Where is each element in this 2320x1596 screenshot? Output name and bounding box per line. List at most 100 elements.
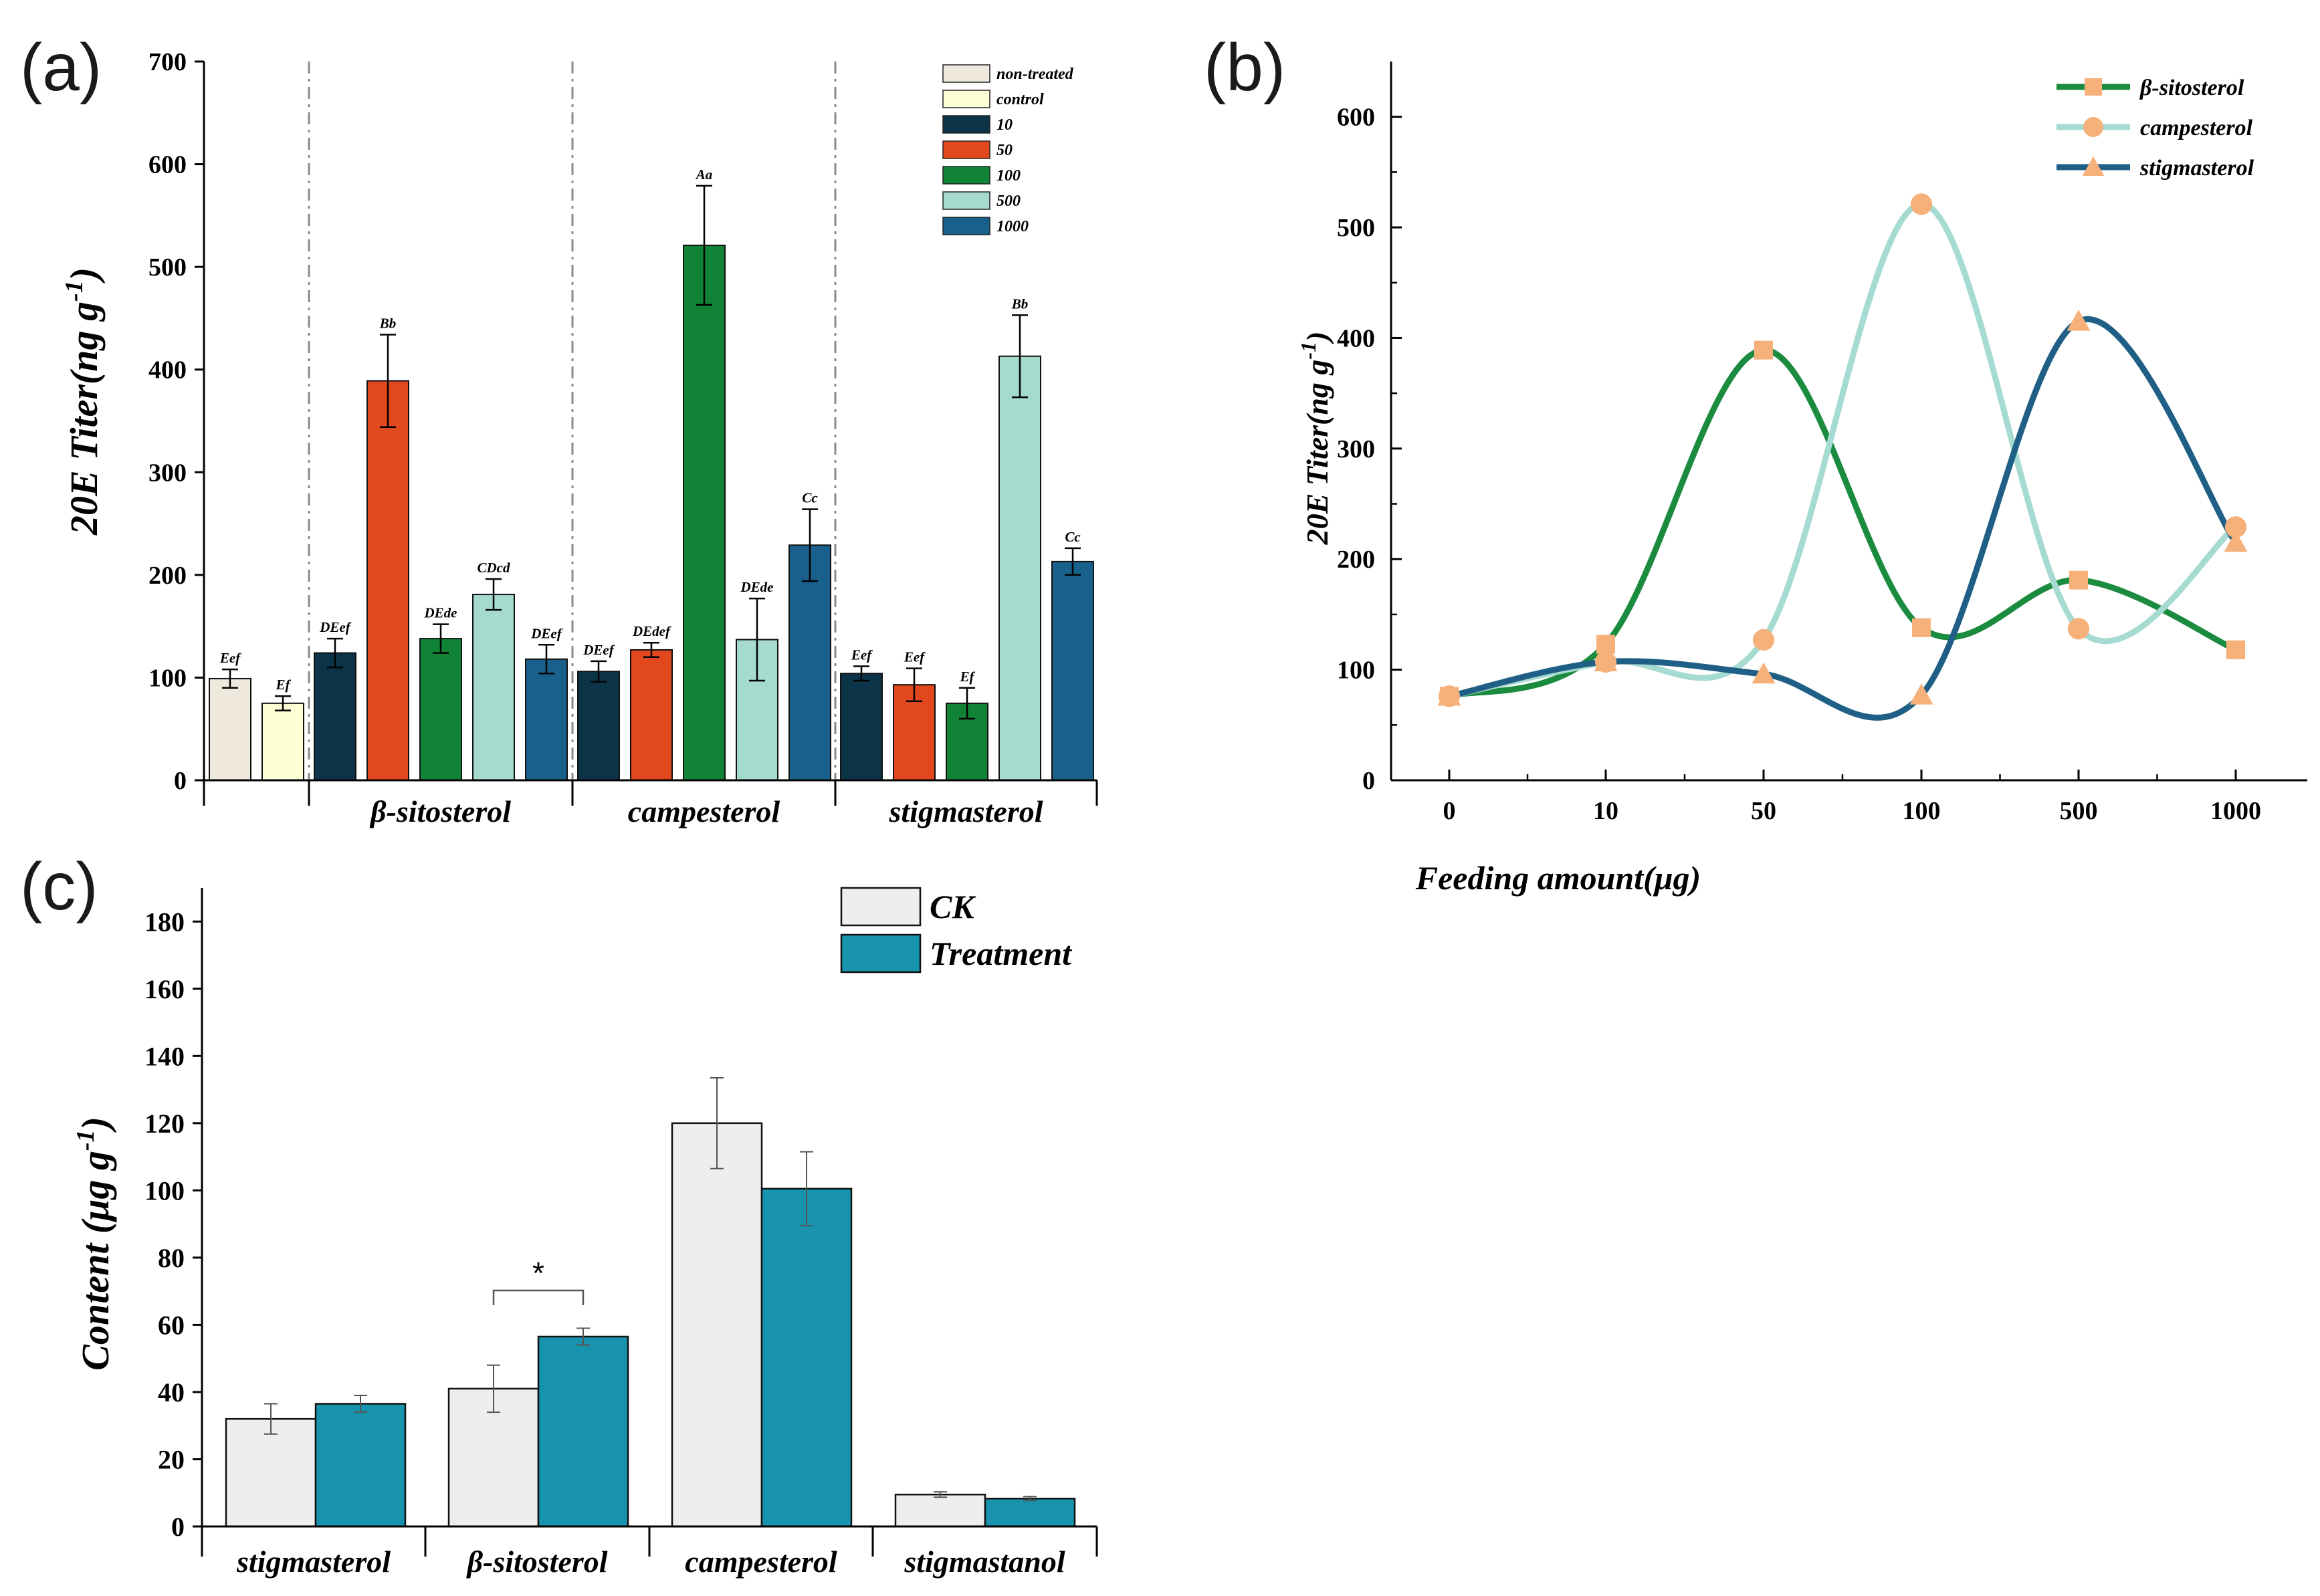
b-data-marker [1910, 193, 1933, 215]
b-y-tick-label: 200 [1337, 546, 1375, 574]
a-legend-swatch [942, 191, 990, 210]
c-bar [760, 1187, 853, 1528]
c-y-tick-label: 160 [144, 974, 185, 1004]
b-legend-label: campesterol [2140, 116, 2253, 140]
b-data-marker [2226, 640, 2245, 659]
b-x-tick-label: 100 [1903, 797, 1941, 825]
panel-a-bar-chart: Eef Ef DEef Bb DEde CDcd DEef DEef DEdef Aa DEde Cc… [60, 48, 1100, 828]
c-y-tick-label: 100 [144, 1175, 185, 1206]
b-data-marker [1909, 683, 1933, 705]
a-y-tick-label: 100 [148, 664, 187, 692]
a-group-labels: β-sitosterol campesterol stigmasterol [369, 794, 1043, 828]
b-y-tick-label: 300 [1337, 435, 1375, 463]
b-legend-marker [2082, 156, 2105, 176]
c-y-tick-label: 180 [144, 907, 185, 937]
c-category-label: stigmasterol [236, 1545, 391, 1579]
a-group-label: stigmasterol [888, 794, 1043, 828]
b-series-line [1446, 201, 2239, 699]
a-axes [203, 62, 1098, 806]
a-bar [366, 380, 409, 781]
a-legend-label: non-treated [996, 66, 1074, 83]
a-significance-label: DEde [740, 579, 774, 595]
b-data-marker [1437, 684, 1461, 706]
a-bars [209, 244, 1094, 782]
b-data-marker [1752, 629, 1775, 651]
c-bracket-line [492, 1289, 585, 1305]
b-data-marker [1752, 662, 1776, 684]
b-x-ticks: 0 10 50 100 500 1000 [1443, 770, 2261, 825]
b-data-marker [1912, 618, 1931, 637]
c-y-ticks: 0 20 40 60 80 100 120 140 160 180 [144, 907, 202, 1542]
b-x-tick-label: 10 [1593, 797, 1618, 825]
a-legend-swatch [942, 90, 990, 108]
c-bar [671, 1122, 763, 1528]
a-significance-label: Eef [851, 647, 873, 663]
b-legend-marker [2083, 117, 2103, 137]
a-legend-label: 50 [996, 142, 1013, 159]
c-legend-swatch [840, 933, 922, 974]
c-legend-label: Treatment [930, 935, 1073, 972]
a-bar [998, 355, 1041, 781]
c-legend-swatch [840, 887, 922, 927]
a-group-label: β-sitosterol [369, 794, 511, 828]
a-y-tick-label: 600 [148, 151, 187, 179]
c-bar [894, 1494, 986, 1528]
c-category-label: stigmastanol [904, 1545, 1065, 1579]
a-error-bars [222, 185, 1081, 720]
a-significance-label: DEef [319, 619, 351, 635]
b-data-marker [2069, 570, 2088, 590]
a-legend-label: 500 [996, 193, 1021, 210]
a-bar [419, 638, 462, 781]
b-x-tick-label: 50 [1751, 797, 1776, 825]
a-significance-label: CDcd [478, 560, 510, 576]
c-legend-label: CK [930, 888, 976, 925]
c-bar [225, 1417, 317, 1528]
b-legend-label: stigmasterol [2139, 156, 2254, 181]
a-y-tick-label: 200 [148, 562, 187, 590]
a-legend-label: 1000 [996, 218, 1029, 235]
c-significance-bracket: * [492, 1256, 585, 1305]
a-bar [525, 658, 568, 781]
a-bar [261, 702, 304, 781]
a-group-label: campesterol [628, 794, 780, 828]
panel-label-b: (b) [1204, 30, 1285, 105]
c-y-tick-label: 0 [171, 1512, 185, 1542]
a-bar [577, 671, 620, 782]
b-series-lines [1446, 201, 2239, 721]
c-y-tick-label: 20 [158, 1444, 185, 1474]
a-legend-label: control [996, 91, 1044, 108]
a-bar [314, 652, 356, 781]
a-bar [840, 673, 883, 781]
c-y-axis-label: Content (μg g-1) [72, 1117, 117, 1371]
panel-label-c: (c) [20, 849, 98, 924]
a-legend-swatch [942, 140, 990, 159]
a-significance-label: DEef [530, 625, 562, 641]
panel-b-line-chart: 0 100 200 300 400 500 600 0 10 50 100 500 1000 β-si… [1296, 62, 2307, 897]
a-bar [1051, 560, 1094, 782]
a-significance-label: Bb [379, 316, 397, 332]
b-y-ticks: 0 100 200 300 400 500 600 [1337, 104, 1402, 795]
c-category-labels: stigmasterol β-sitosterol campesterol stigm… [201, 1526, 1098, 1579]
a-bar [630, 649, 673, 782]
b-data-marker [1754, 340, 1773, 360]
a-bar [683, 244, 726, 781]
c-significance-star: * [532, 1256, 544, 1290]
c-y-tick-label: 140 [144, 1041, 185, 1071]
b-axes [1390, 62, 2307, 782]
a-y-tick-label: 500 [148, 253, 187, 281]
b-x-tick-label: 1000 [2210, 797, 2261, 825]
a-y-tick-label: 0 [174, 767, 187, 795]
a-y-tick-label: 400 [148, 356, 187, 384]
a-legend-label: 10 [996, 116, 1013, 134]
a-significance-labels: Eef Ef DEef Bb DEde CDcd DEef DEef DEdef Aa DEde Cc… [219, 166, 1081, 693]
a-bar [472, 594, 515, 781]
a-legend-label: 100 [996, 167, 1021, 185]
b-x-tick-label: 500 [2060, 797, 2098, 825]
c-bars [225, 1122, 1076, 1528]
c-y-tick-label: 120 [144, 1109, 185, 1139]
b-data-marker [2224, 530, 2248, 552]
a-y-ticks: 0 100 200 300 400 500 600 700 [148, 48, 204, 795]
a-legend: non-treated control 10 50 100 500 1000 [936, 57, 1100, 251]
a-significance-label: Bb [1011, 296, 1029, 312]
